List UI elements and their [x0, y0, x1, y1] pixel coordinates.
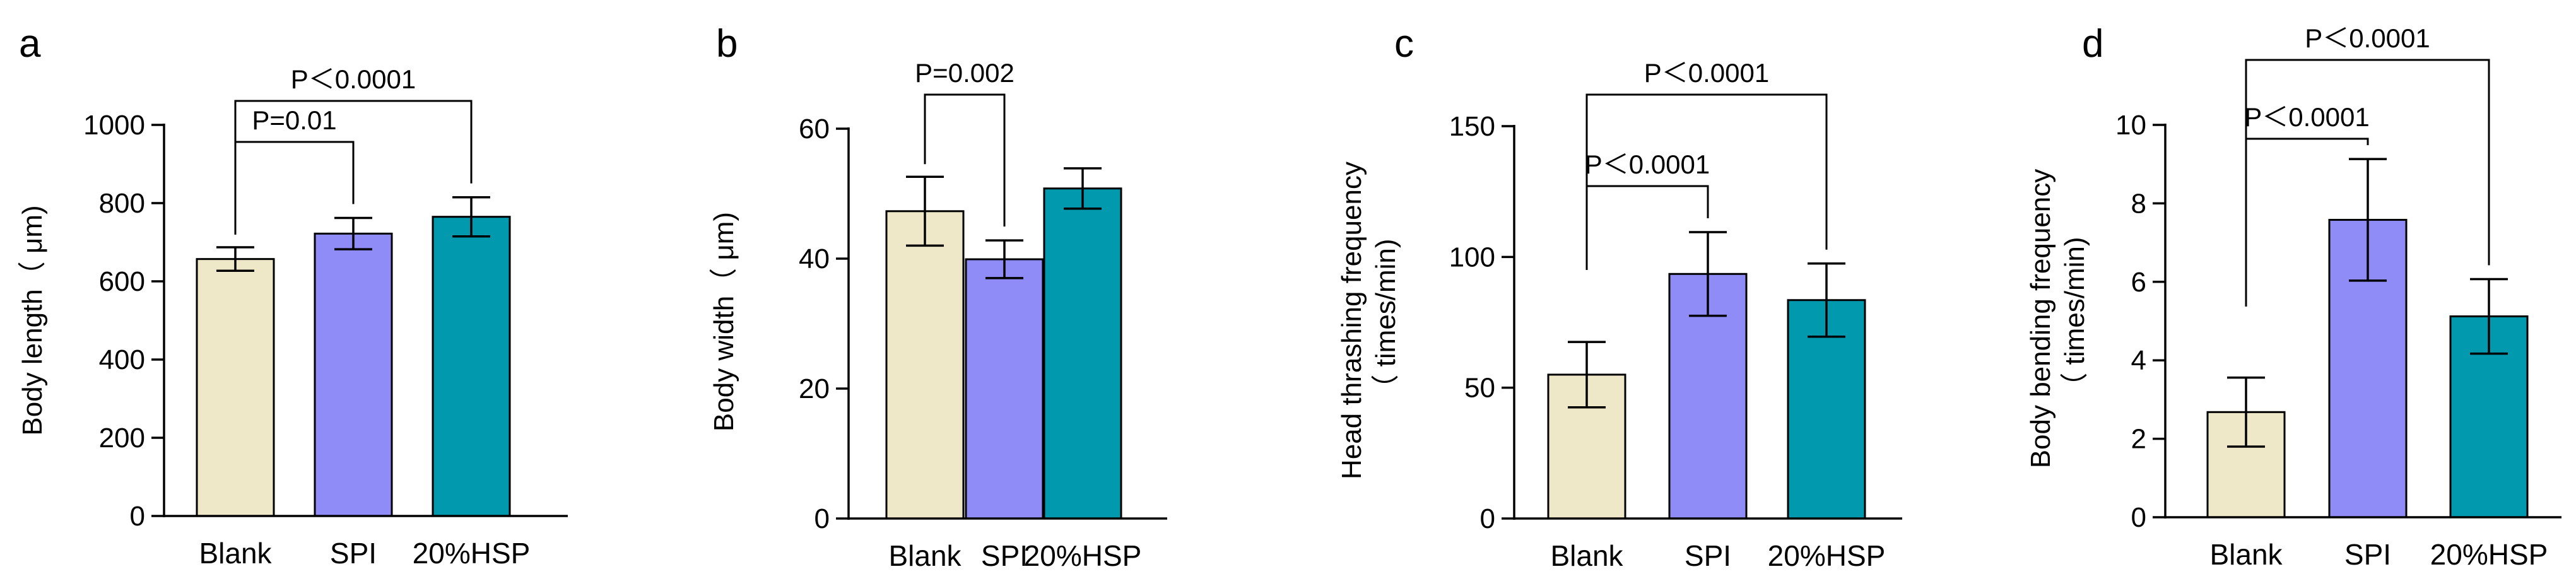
y-tick-label: 50 — [1464, 373, 1495, 404]
y-axis-title: Body length（ μm) — [17, 205, 48, 435]
x-tick-label: SPI — [2344, 538, 2391, 571]
p-value-label: P＜0.0001 — [1585, 149, 1710, 179]
panel-letter-d: d — [2082, 22, 2103, 66]
y-tick-label: 60 — [799, 114, 830, 144]
y-tick-label: 800 — [99, 188, 145, 219]
x-tick-label: 20%HSP — [1768, 539, 1886, 572]
p-value-label: P＜0.0001 — [2244, 102, 2369, 132]
x-tick-label: Blank — [199, 537, 272, 570]
x-tick-label: 20%HSP — [413, 537, 531, 570]
p-value-label: P=0.01 — [252, 105, 336, 135]
y-axis-title: （ times/min) — [1370, 238, 1401, 402]
y-tick-label: 1000 — [83, 110, 145, 141]
x-tick-label: 20%HSP — [2430, 538, 2548, 571]
p-value-label: P=0.002 — [915, 58, 1015, 88]
y-tick-label: 150 — [1449, 111, 1495, 142]
p-value-label: P＜0.0001 — [2305, 23, 2430, 53]
panel-letter-a: a — [19, 22, 41, 66]
panel-letter-b: b — [716, 22, 738, 66]
significance-bracket — [234, 100, 473, 235]
y-tick-label: 10 — [2115, 110, 2146, 141]
x-tick-label: Blank — [1550, 539, 1623, 572]
y-tick-label: 100 — [1449, 242, 1495, 272]
panel-c: c 0 50 100 150 Blank SPI 20%HSP Head thrashing … — [1336, 22, 1902, 572]
bar-spi — [314, 232, 393, 517]
significance-bracket — [1585, 93, 1828, 270]
significance-bracket — [924, 93, 1006, 227]
x-tick-label: SPI — [330, 537, 377, 570]
bar-spi — [965, 258, 1044, 520]
y-tick-label: 4 — [2131, 345, 2146, 376]
y-tick-label: 0 — [815, 503, 830, 534]
x-tick-label: Blank — [2209, 538, 2283, 571]
x-tick-label: Blank — [888, 539, 962, 572]
panel-d-plot: 0 2 4 6 8 10 Blank SPI 20%HSP Body bending freque… — [2025, 23, 2561, 571]
p-value-label: P＜0.0001 — [1644, 58, 1769, 88]
y-tick-label: 40 — [799, 243, 830, 274]
y-axis-title: Body width（ μm) — [709, 212, 739, 431]
p-value-label: P＜0.0001 — [291, 64, 416, 94]
y-axis-title: Head thrashing frequency — [1336, 161, 1367, 479]
y-tick-label: 200 — [99, 423, 145, 454]
panel-c-plot: 0 50 100 150 Blank SPI 20%HSP Head thrashing fr… — [1336, 58, 1902, 572]
y-axis-title: （ times/min) — [2059, 237, 2090, 400]
y-tick-label: 600 — [99, 266, 145, 297]
y-tick-label: 8 — [2131, 188, 2146, 219]
significance-bracket — [2245, 59, 2490, 307]
panel-a: a 0 200 400 600 800 1000 Blank SPI 20%HSP Body le… — [17, 22, 568, 570]
panel-d: d 0 2 4 6 8 10 Blank SPI 20%HSP Body bending freq… — [2025, 22, 2561, 571]
y-tick-label: 400 — [99, 344, 145, 375]
bar-20pcthsp — [1043, 187, 1122, 520]
y-tick-label: 0 — [130, 501, 145, 532]
bar-blank — [196, 258, 275, 517]
y-tick-label: 0 — [2131, 502, 2146, 533]
x-tick-label: SPI — [1685, 539, 1731, 572]
y-tick-label: 6 — [2131, 267, 2146, 298]
y-tick-label: 2 — [2131, 424, 2146, 455]
panel-a-plot: 0 200 400 600 800 1000 Blank SPI 20%HSP Body leng… — [17, 64, 568, 570]
y-tick-label: 20 — [799, 373, 830, 404]
bar-blank — [885, 210, 965, 520]
bar-blank — [2206, 411, 2286, 519]
x-tick-label: SPI — [981, 539, 1028, 572]
x-tick-label: 20%HSP — [1024, 539, 1142, 572]
panel-letter-c: c — [1394, 22, 1414, 66]
y-tick-label: 0 — [1480, 503, 1495, 534]
bar-20pcthsp — [432, 216, 511, 517]
y-axis-title: Body bending frequency — [2025, 169, 2056, 469]
